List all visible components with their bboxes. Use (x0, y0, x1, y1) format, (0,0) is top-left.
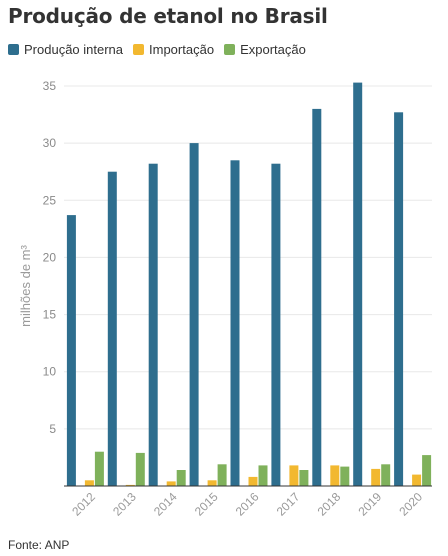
bar-exportacao[interactable] (94, 451, 104, 486)
legend-item-exportacao[interactable]: Exportação (224, 42, 306, 57)
bar-exportacao[interactable] (422, 455, 432, 486)
y-tick-label: 30 (43, 136, 57, 150)
bar-importacao[interactable] (125, 484, 135, 486)
gridlines (64, 85, 432, 430)
x-tick-label: 2020 (396, 490, 425, 519)
legend-label-exportacao: Exportação (240, 42, 306, 57)
bar-importacao[interactable] (248, 476, 258, 486)
bar-producao-interna[interactable] (230, 160, 240, 487)
x-tick-label: 2019 (355, 490, 384, 519)
x-tick-labels: 2012 2013 2014 2015 2016 2017 2018 2019 2020 (69, 490, 425, 519)
x-tick-label: 2015 (192, 490, 221, 519)
legend-swatch-importacao (133, 44, 145, 55)
source-note: Fonte: ANP (8, 538, 70, 552)
legend-item-producao[interactable]: Produção interna (8, 42, 123, 57)
y-tick-label: 35 (43, 79, 57, 93)
chart-title: Produção de etanol no Brasil (8, 4, 328, 28)
bar-exportacao[interactable] (217, 464, 227, 486)
legend-swatch-producao (8, 44, 19, 55)
bars (66, 82, 432, 487)
bar-exportacao[interactable] (299, 470, 309, 486)
bar-producao-interna[interactable] (66, 215, 76, 486)
bar-exportacao[interactable] (340, 466, 350, 486)
bar-importacao[interactable] (412, 474, 422, 486)
x-tick-label: 2018 (315, 490, 344, 519)
bar-importacao[interactable] (166, 481, 176, 486)
bar-exportacao[interactable] (176, 470, 186, 486)
bar-producao-interna[interactable] (189, 143, 199, 486)
bar-importacao[interactable] (371, 468, 381, 486)
bar-producao-interna[interactable] (353, 82, 363, 486)
y-tick-label: 15 (43, 308, 57, 322)
x-tick-label: 2014 (151, 490, 180, 519)
legend-swatch-exportacao (224, 44, 236, 55)
bar-producao-interna[interactable] (312, 108, 322, 487)
x-tick-label: 2016 (233, 490, 262, 519)
legend-item-importacao[interactable]: Importação (133, 42, 214, 57)
y-tick-labels: 5 10 15 20 25 30 35 (43, 79, 57, 436)
bar-exportacao[interactable] (258, 465, 268, 486)
y-tick-label: 10 (43, 365, 57, 379)
y-axis-label: milhões de m³ (18, 245, 33, 327)
bar-importacao[interactable] (84, 480, 94, 486)
x-tick-label: 2012 (69, 490, 98, 519)
x-tick-label: 2013 (110, 490, 139, 519)
x-tick-label: 2017 (274, 490, 303, 519)
y-tick-label: 20 (43, 250, 57, 264)
bar-importacao[interactable] (207, 480, 217, 486)
bar-producao-interna[interactable] (148, 163, 158, 486)
bar-exportacao[interactable] (381, 464, 391, 486)
y-tick-label: 25 (43, 193, 57, 207)
bar-exportacao[interactable] (135, 452, 145, 486)
bar-importacao[interactable] (289, 465, 299, 486)
bar-producao-interna[interactable] (271, 163, 281, 486)
legend-label-producao: Produção interna (24, 42, 124, 57)
bar-producao-interna[interactable] (394, 112, 404, 487)
legend: Produção interna Importação Exportação (8, 42, 316, 57)
legend-label-importacao: Importação (149, 42, 215, 57)
bar-importacao[interactable] (330, 465, 340, 486)
bar-producao-interna[interactable] (107, 171, 117, 486)
y-tick-label: 5 (49, 422, 56, 436)
